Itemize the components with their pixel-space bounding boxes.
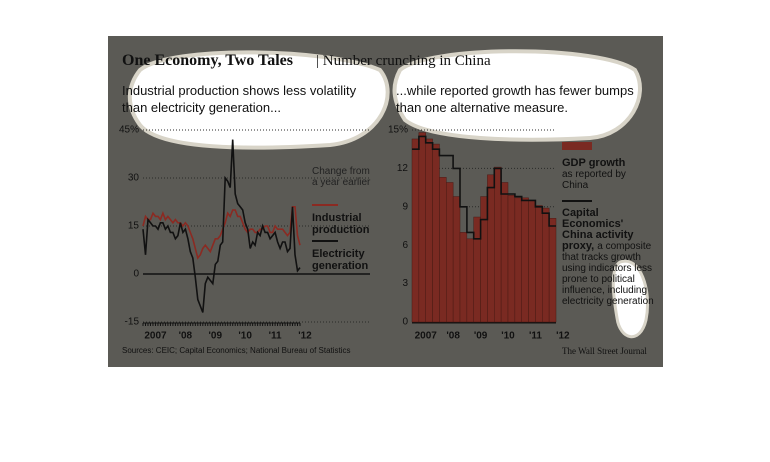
bar xyxy=(542,207,550,323)
y-tick-label: 12 xyxy=(397,163,409,174)
scribble xyxy=(611,259,650,339)
bar xyxy=(446,182,454,323)
x-tick-label: 2007 xyxy=(144,331,167,342)
line xyxy=(142,139,301,313)
bar xyxy=(480,196,488,323)
bar xyxy=(528,200,536,323)
bar xyxy=(535,205,543,323)
bar xyxy=(521,197,529,323)
plots: -15 0 15 30 45% 2007 '08 '09 '10 '11 '12 0 3 6 9 12 15% 2… xyxy=(119,125,592,342)
legend-label: Capital Economics' China activity proxy, xyxy=(562,207,634,252)
y-tick-label: -15 xyxy=(125,317,140,328)
y-tick-label: 45% xyxy=(119,125,139,136)
bar xyxy=(425,138,433,323)
bar xyxy=(466,238,474,323)
x-tick-label: '12 xyxy=(556,331,570,342)
x-tick-label: '10 xyxy=(238,331,252,342)
legend-swatch xyxy=(562,200,592,202)
y-tick-label: 0 xyxy=(133,269,139,280)
legend-swatch xyxy=(562,142,592,150)
y-tick-label: 0 xyxy=(402,317,408,328)
bar xyxy=(452,196,461,323)
title: One Economy, Two Tales xyxy=(122,52,293,69)
bar xyxy=(418,132,426,323)
legend-entry: Capital Economics' China activity proxy,… xyxy=(562,207,654,308)
note: Change from a year earlier xyxy=(312,166,371,188)
bar xyxy=(411,138,420,323)
legend-description: a composite that tracks growth using ind… xyxy=(562,241,654,307)
x-tick-label: '08 xyxy=(446,331,460,342)
line xyxy=(142,206,301,260)
scribble xyxy=(392,49,642,142)
x-tick-label: 2007 xyxy=(415,331,438,342)
chart-title: Industrial production shows less volatil… xyxy=(122,83,357,115)
x-tick-label: '09 xyxy=(209,331,223,342)
y-tick-label: 3 xyxy=(402,278,408,289)
y-tick-label: 15% xyxy=(388,125,408,136)
bar xyxy=(507,195,516,323)
bar xyxy=(487,174,495,323)
y-tick-label: 9 xyxy=(402,201,408,212)
legend-entry: GDP growth as reported by China xyxy=(562,157,642,192)
chart-title: ...while reported growth has fewer bumps… xyxy=(396,83,634,115)
x-tick-label: '11 xyxy=(529,331,542,342)
bar xyxy=(432,143,440,323)
y-tick-label: 15 xyxy=(128,221,140,232)
subtitle: | Number crunching in China xyxy=(316,53,491,69)
legend-description: as reported by China xyxy=(562,169,626,191)
credit: The Wall Street Journal xyxy=(562,346,647,356)
bar xyxy=(514,197,522,323)
bar xyxy=(439,177,447,323)
x-tick-label: '10 xyxy=(501,331,515,342)
source: Sources: CEIC; Capital Economics; Nation… xyxy=(122,346,351,355)
bar xyxy=(500,182,509,323)
y-tick-label: 30 xyxy=(128,173,140,184)
x-tick-label: '08 xyxy=(179,331,193,342)
bar xyxy=(459,232,468,323)
x-tick-label: '11 xyxy=(269,331,282,342)
legend-label: Industrial production xyxy=(312,212,370,236)
legend-label: GDP growth xyxy=(562,157,626,169)
x-tick-label: '09 xyxy=(474,331,488,342)
y-tick-label: 6 xyxy=(402,240,408,251)
step-line xyxy=(412,135,556,240)
x-tick-label: '12 xyxy=(298,331,312,342)
bar xyxy=(473,216,481,323)
bar xyxy=(548,218,557,323)
scribble xyxy=(127,50,390,150)
bar xyxy=(494,166,502,323)
legend-label: Electricity generation xyxy=(312,248,369,272)
